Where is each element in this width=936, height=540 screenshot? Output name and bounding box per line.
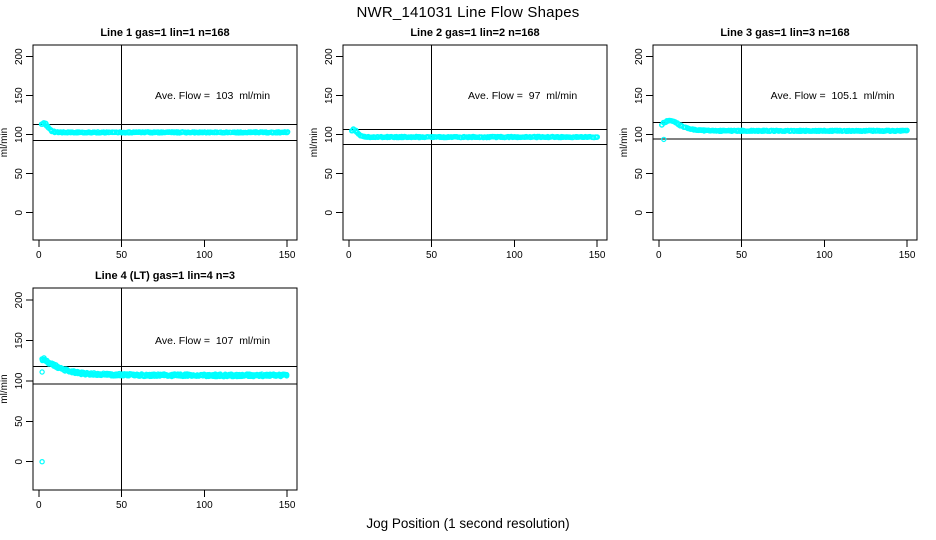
panel-line-4: Line 4 (LT) gas=1 lin=4 n=3 0 50 100 150 0 50 1… <box>0 270 298 511</box>
x-tick-label: 100 <box>196 250 213 261</box>
panel-title: Line 4 (LT) gas=1 lin=4 n=3 <box>95 270 235 282</box>
figure-title: NWR_141031 Line Flow Shapes <box>356 4 580 21</box>
y-tick-label: 100 <box>634 126 645 143</box>
y-tick-label: 150 <box>14 332 25 349</box>
y-tick-label: 150 <box>14 87 25 104</box>
x-tick-label: 50 <box>426 250 438 261</box>
y-tick-label: 150 <box>324 87 335 104</box>
y-tick-label: 200 <box>634 48 645 65</box>
y-tick-label: 100 <box>14 372 25 389</box>
x-tick-label: 0 <box>36 250 42 261</box>
plot-frame <box>652 44 918 241</box>
panel-line-3: Line 3 gas=1 lin=3 n=168 0 50 100 150 0 50 100 1… <box>619 27 918 261</box>
x-tick-label: 150 <box>899 250 916 261</box>
panel-line-1: Line 1 gas=1 lin=1 n=168 0 50 100 150 0 50 100 1… <box>0 27 298 261</box>
data-point <box>123 129 129 136</box>
ave-flow-annotation: Ave. Flow = 103 ml/min <box>155 90 270 102</box>
y-axis-label: ml/min <box>309 128 320 157</box>
x-tick-label: 0 <box>346 250 352 261</box>
data-point <box>284 371 290 378</box>
x-tick-label: 50 <box>116 500 128 511</box>
outlier-point <box>39 459 45 465</box>
panel-title: Line 1 gas=1 lin=1 n=168 <box>100 27 229 39</box>
y-tick-label: 50 <box>634 168 645 180</box>
panel-line-2: Line 2 gas=1 lin=2 n=168 0 50 100 150 0 50 100 1… <box>309 27 608 261</box>
y-tick-label: 0 <box>14 209 25 215</box>
x-tick-label: 100 <box>196 500 213 511</box>
plot-frame <box>32 44 298 241</box>
data-point <box>788 128 794 134</box>
y-axis-label: ml/min <box>0 374 10 403</box>
ave-flow-annotation: Ave. Flow = 97 ml/min <box>468 90 577 102</box>
x-tick-label: 0 <box>656 250 662 261</box>
y-axis-label: ml/min <box>0 128 10 157</box>
plot-frame <box>32 287 298 491</box>
outlier-point <box>39 369 45 375</box>
data-point <box>40 120 47 126</box>
y-axis-label: ml/min <box>619 128 630 157</box>
y-tick-label: 0 <box>324 209 335 215</box>
data-point <box>877 128 883 134</box>
x-tick-label: 150 <box>279 250 296 261</box>
y-tick-label: 0 <box>634 209 645 215</box>
x-tick-label: 150 <box>589 250 606 261</box>
y-tick-label: 50 <box>324 168 335 180</box>
plot-frame <box>342 44 608 241</box>
y-tick-label: 100 <box>14 126 25 143</box>
data-point <box>455 134 461 140</box>
y-tick-label: 200 <box>324 48 335 65</box>
data-point <box>594 134 600 140</box>
y-tick-label: 200 <box>14 48 25 65</box>
data-point <box>904 127 910 134</box>
y-tick-label: 200 <box>14 291 25 308</box>
y-tick-label: 150 <box>634 87 645 104</box>
ave-flow-annotation: Ave. Flow = 105.1 ml/min <box>771 90 895 102</box>
data-point <box>284 129 290 136</box>
x-tick-label: 100 <box>506 250 523 261</box>
x-tick-label: 50 <box>736 250 748 261</box>
data-point <box>826 128 833 134</box>
ave-flow-annotation: Ave. Flow = 107 ml/min <box>155 335 270 347</box>
outlier-point <box>661 136 667 143</box>
x-tick-label: 0 <box>36 500 42 511</box>
panel-title: Line 3 gas=1 lin=3 n=168 <box>720 27 849 39</box>
data-point <box>768 127 775 133</box>
x-tick-label: 150 <box>279 500 296 511</box>
y-tick-label: 50 <box>14 168 25 180</box>
x-axis-label: Jog Position (1 second resolution) <box>366 516 570 531</box>
y-tick-label: 100 <box>324 126 335 143</box>
y-tick-label: 0 <box>14 459 25 465</box>
x-tick-label: 50 <box>116 250 128 261</box>
x-tick-label: 100 <box>816 250 833 261</box>
y-tick-label: 50 <box>14 415 25 427</box>
panel-title: Line 2 gas=1 lin=2 n=168 <box>410 27 539 39</box>
